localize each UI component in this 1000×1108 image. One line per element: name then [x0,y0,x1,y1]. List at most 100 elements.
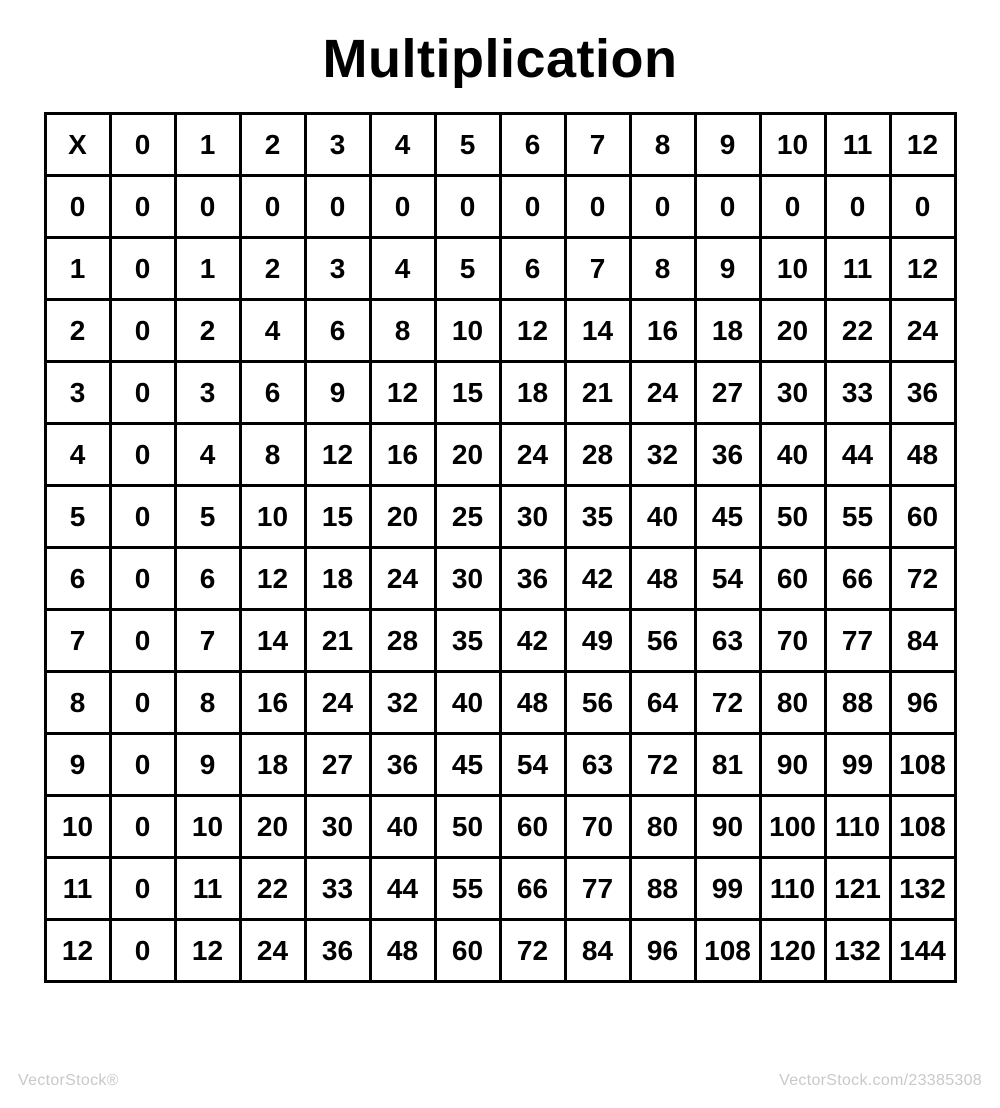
table-cell: 0 [825,176,890,238]
table-cell: 54 [695,548,760,610]
table-cell: 80 [630,796,695,858]
table-row: 90918273645546372819099108 [45,734,955,796]
table-cell: 132 [890,858,955,920]
table-cell: 20 [370,486,435,548]
table-cell: 36 [305,920,370,982]
table-cell: 48 [890,424,955,486]
table-cell: 2 [240,238,305,300]
table-cell: 0 [175,176,240,238]
table-cell: 5 [175,486,240,548]
table-cell: 12 [500,300,565,362]
table-cell: 96 [630,920,695,982]
table-header-cell: 11 [45,858,110,920]
table-cell: 90 [760,734,825,796]
table-cell: 10 [760,238,825,300]
table-header-cell: 3 [45,362,110,424]
table-cell: 84 [565,920,630,982]
table-cell: 48 [500,672,565,734]
watermark-left: VectorStock® [18,1072,119,1090]
table-header-cell: 1 [45,238,110,300]
table-cell: 8 [630,238,695,300]
table-cell: 10 [175,796,240,858]
table-header-cell: 2 [240,114,305,176]
table-cell: 56 [565,672,630,734]
table-cell: 44 [370,858,435,920]
table-row: 30369121518212427303336 [45,362,955,424]
table-cell: 30 [435,548,500,610]
table-header-cell: 9 [45,734,110,796]
table-cell: 20 [240,796,305,858]
table-cell: 0 [890,176,955,238]
table-cell: 24 [890,300,955,362]
table-header-cell: X [45,114,110,176]
table-cell: 0 [500,176,565,238]
table-cell: 0 [110,176,175,238]
table-cell: 16 [630,300,695,362]
table-cell: 12 [305,424,370,486]
table-cell: 60 [435,920,500,982]
table-cell: 15 [435,362,500,424]
table-cell: 30 [500,486,565,548]
table-cell: 0 [370,176,435,238]
table-cell: 6 [500,238,565,300]
table-cell: 21 [305,610,370,672]
table-cell: 32 [370,672,435,734]
table-cell: 4 [370,238,435,300]
table-cell: 0 [630,176,695,238]
table-header-cell: 6 [45,548,110,610]
table-cell: 50 [435,796,500,858]
table-cell: 50 [760,486,825,548]
table-cell: 45 [435,734,500,796]
table-cell: 24 [370,548,435,610]
table-row: 110112233445566778899110121132 [45,858,955,920]
table-cell: 132 [825,920,890,982]
table-cell: 64 [630,672,695,734]
table-cell: 110 [760,858,825,920]
table-header-cell: 4 [370,114,435,176]
table-cell: 27 [695,362,760,424]
table-cell: 88 [825,672,890,734]
table-cell: 30 [305,796,370,858]
table-cell: 108 [890,796,955,858]
table-cell: 8 [370,300,435,362]
table-cell: 24 [240,920,305,982]
table-cell: 96 [890,672,955,734]
table-header-cell: 8 [630,114,695,176]
table-cell: 24 [305,672,370,734]
table-cell: 0 [240,176,305,238]
table-cell: 21 [565,362,630,424]
table-header-cell: 4 [45,424,110,486]
table-cell: 0 [565,176,630,238]
table-header-cell: 2 [45,300,110,362]
table-cell: 0 [110,858,175,920]
table-cell: 40 [760,424,825,486]
table-cell: 33 [825,362,890,424]
table-cell: 0 [110,548,175,610]
table-cell: 11 [825,238,890,300]
table-cell: 40 [630,486,695,548]
table-cell: 66 [500,858,565,920]
table-cell: 84 [890,610,955,672]
table-cell: 10 [240,486,305,548]
table-cell: 9 [175,734,240,796]
table-cell: 60 [500,796,565,858]
table-header-cell: 10 [45,796,110,858]
table-row: X0123456789101112 [45,114,955,176]
table-cell: 66 [825,548,890,610]
table-row: 1201224364860728496108120132144 [45,920,955,982]
table-cell: 42 [500,610,565,672]
table-header-cell: 9 [695,114,760,176]
table-cell: 48 [370,920,435,982]
table-row: 2024681012141618202224 [45,300,955,362]
table-header-cell: 6 [500,114,565,176]
table-cell: 60 [890,486,955,548]
table-cell: 2 [175,300,240,362]
table-cell: 24 [630,362,695,424]
table-cell: 3 [305,238,370,300]
table-cell: 35 [565,486,630,548]
table-header-cell: 1 [175,114,240,176]
table-cell: 77 [825,610,890,672]
table-header-cell: 7 [45,610,110,672]
table-cell: 0 [110,734,175,796]
table-cell: 63 [565,734,630,796]
